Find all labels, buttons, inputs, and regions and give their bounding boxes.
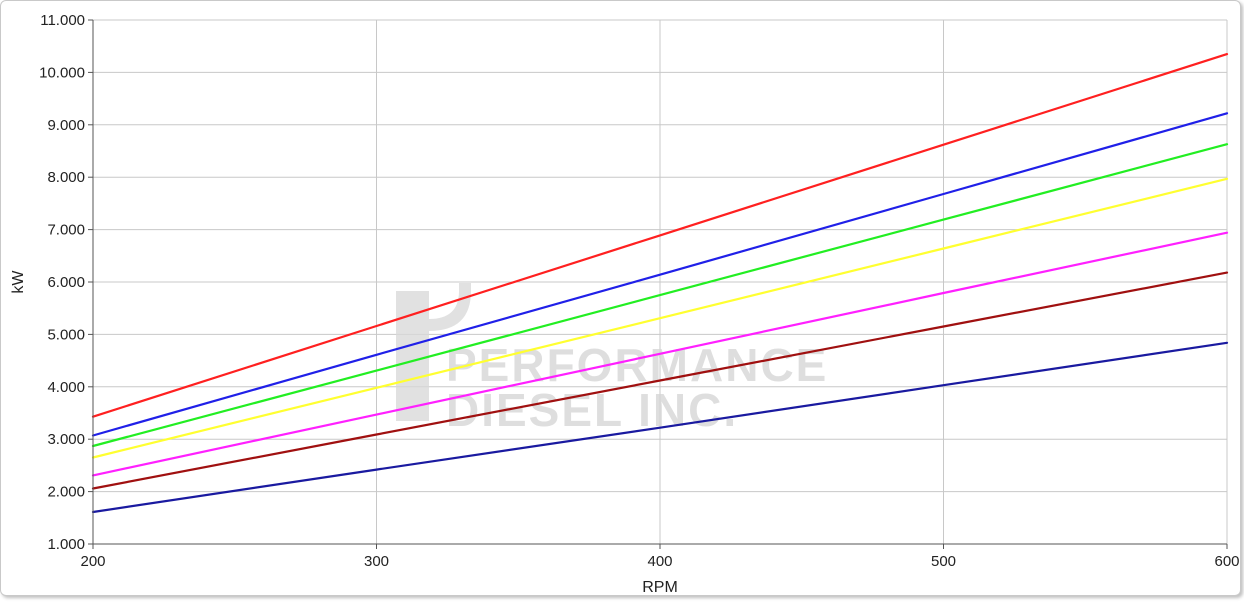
series-line-5 (91, 231, 1229, 477)
grid-layer (92, 19, 1228, 545)
y-tick-label: 6.000 (47, 274, 85, 291)
y-tick-label: 7.000 (47, 222, 85, 239)
series-line-2 (91, 112, 1229, 437)
x-axis-title: RPM (642, 579, 678, 596)
watermark-line1: PERFORMANCE (446, 339, 828, 391)
series-layer (91, 52, 1229, 514)
series-line-1 (91, 52, 1229, 418)
y-tick-label: 2.000 (47, 484, 85, 501)
series-line-7 (91, 341, 1229, 514)
series-line-6 (91, 271, 1229, 490)
y-tick-label: 11.000 (40, 12, 85, 29)
y-tick-label: 10.000 (39, 64, 85, 81)
watermark-emblem-icon (396, 283, 471, 421)
x-tick-label: 300 (364, 553, 389, 570)
y-tick-label: 1.000 (47, 536, 85, 553)
labels-layer: 1.000 2.000 3.000 4.000 5.000 6.000 7.000 8.000… (39, 12, 1239, 570)
axes-layer (88, 19, 1228, 549)
y-tick-label: 4.000 (47, 379, 85, 396)
x-tick-label: 600 (1214, 553, 1239, 570)
x-tick-label: 200 (80, 553, 105, 570)
y-axis-title: kW (10, 270, 27, 294)
series-line-4 (91, 177, 1229, 459)
x-tick-label: 500 (931, 553, 956, 570)
watermark-line2: DIESEL INC. (446, 384, 738, 436)
y-tick-label: 8.000 (47, 169, 85, 186)
y-tick-label: 5.000 (47, 326, 85, 343)
y-tick-label: 3.000 (47, 431, 85, 448)
x-tick-label: 400 (647, 553, 672, 570)
series-line-3 (91, 143, 1229, 448)
y-tick-label: 9.000 (47, 117, 85, 134)
